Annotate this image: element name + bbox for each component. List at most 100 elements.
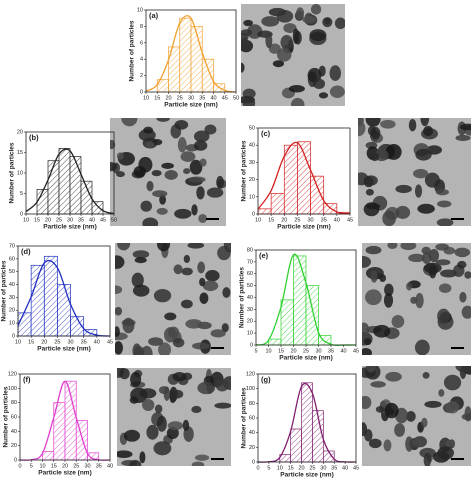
- x-tick-label: 20: [281, 217, 287, 223]
- x-tick-label: 25: [303, 348, 309, 354]
- fit-curve: [257, 141, 351, 215]
- fit-curve: [25, 148, 115, 215]
- y-axis-label: Number of particles: [129, 20, 136, 81]
- y-tick-label: 6: [140, 40, 143, 46]
- y-tick-label: 20: [17, 129, 23, 135]
- histogram-bar: [323, 203, 338, 215]
- y-tick-label: 120: [8, 371, 17, 377]
- y-tick-label: 120: [246, 371, 255, 377]
- x-tick-label: 15: [51, 463, 57, 469]
- y-tick-label: 20: [9, 308, 15, 314]
- panel-label: (c): [261, 129, 271, 138]
- histogram-bar: [69, 156, 82, 215]
- x-tick-label: 40: [342, 465, 348, 471]
- x-tick-label: 10: [23, 217, 29, 223]
- y-tick-label: 2: [140, 73, 143, 79]
- plot-frame: [17, 245, 111, 337]
- y-tick-label: 30: [9, 295, 15, 301]
- histogram-bar: [91, 201, 104, 215]
- y-tick-label: 10: [137, 7, 143, 13]
- x-tick-label: 30: [188, 95, 194, 101]
- x-tick-label: 25: [73, 463, 79, 469]
- x-tick-label: 45: [347, 217, 353, 223]
- x-tick-label: 10: [277, 465, 283, 471]
- y-tick-label: 40: [247, 295, 253, 301]
- x-tick-label: 30: [308, 217, 314, 223]
- x-tick-label: 20: [165, 95, 171, 101]
- x-tick-label: 40: [89, 217, 95, 223]
- x-tick-label: 20: [41, 339, 47, 345]
- y-tick-label: 100: [8, 386, 17, 392]
- x-tick-label: 20: [62, 463, 68, 469]
- histogram-bar: [42, 451, 55, 461]
- x-tick-label: 25: [54, 339, 60, 345]
- x-tick-label: 10: [15, 339, 21, 345]
- histogram-bar: [201, 58, 214, 93]
- y-tick-label: 60: [249, 415, 255, 421]
- x-tick-label: 40: [107, 463, 113, 469]
- histogram-bar: [280, 299, 294, 346]
- x-tick-label: 30: [67, 217, 73, 223]
- x-axis-label: Particle size (nm): [37, 346, 90, 353]
- histogram-bar: [257, 208, 272, 215]
- y-tick-label: 20: [249, 445, 255, 451]
- x-tick-label: 15: [28, 339, 34, 345]
- x-axis-label: Particle size (nm): [43, 224, 96, 231]
- y-tick-label: 40: [11, 429, 17, 435]
- y-tick-label: 10: [249, 194, 255, 200]
- x-tick-label: 30: [315, 348, 321, 354]
- x-tick-label: 40: [334, 217, 340, 223]
- histogram-bar: [301, 382, 313, 463]
- histogram-bar: [310, 175, 325, 215]
- histogram-bar: [179, 17, 192, 93]
- y-tick-label: 60: [11, 414, 17, 420]
- x-tick-label: 5: [254, 348, 257, 354]
- x-tick-label: 15: [154, 95, 160, 101]
- y-tick-label: 20: [249, 177, 255, 183]
- x-tick-label: 30: [84, 463, 90, 469]
- y-tick-label: 40: [249, 143, 255, 149]
- y-tick-label: 60: [247, 271, 253, 277]
- x-tick-label: 50: [111, 217, 117, 223]
- tem-image: [362, 366, 471, 466]
- y-tick-label: 20: [11, 443, 17, 449]
- y-axis-label: Number of particles: [241, 387, 248, 448]
- x-tick-label: 20: [290, 348, 296, 354]
- y-tick-label: 0: [12, 333, 15, 339]
- x-tick-label: 35: [96, 463, 102, 469]
- tem-image: [115, 243, 231, 355]
- panel-label: (d): [21, 247, 31, 256]
- tem-image: [358, 118, 471, 226]
- y-axis-label: Number of particles: [241, 140, 248, 201]
- histogram-bar: [190, 26, 203, 93]
- x-tick-label: 50: [233, 95, 239, 101]
- x-tick-label: 20: [45, 217, 51, 223]
- x-axis-label: Particle size (nm): [164, 102, 217, 109]
- y-tick-label: 100: [246, 386, 255, 392]
- tem-image: [241, 4, 345, 106]
- x-tick-label: 10: [255, 217, 261, 223]
- y-tick-label: 20: [247, 319, 253, 325]
- x-tick-label: 35: [321, 217, 327, 223]
- histogram-bar: [43, 255, 58, 337]
- y-tick-label: 4: [140, 57, 143, 63]
- panel-label: (g): [261, 375, 271, 384]
- y-tick-label: 30: [249, 160, 255, 166]
- panel: 10 15 20 25 30 35 40 45 50 0 2 4 6 8 10 Particle size (…: [129, 4, 345, 109]
- y-tick-label: 0: [252, 459, 255, 465]
- x-tick-label: 0: [18, 463, 21, 469]
- x-axis-label: Particle size (nm): [38, 470, 91, 477]
- y-tick-label: 10: [9, 321, 15, 327]
- y-tick-label: 70: [9, 243, 15, 249]
- y-tick-label: 50: [249, 125, 255, 131]
- x-tick-label: 10: [39, 463, 45, 469]
- x-tick-label: 35: [81, 339, 87, 345]
- histogram-bar: [305, 285, 319, 346]
- fit-curve: [145, 15, 237, 93]
- x-tick-label: 20: [298, 465, 304, 471]
- y-tick-label: 0: [252, 211, 255, 217]
- panel: 0 5 10 15 20 25 30 35 40 0 20 40 60 80 100 120 Particle …: [3, 368, 231, 477]
- histogram-bar: [268, 338, 282, 346]
